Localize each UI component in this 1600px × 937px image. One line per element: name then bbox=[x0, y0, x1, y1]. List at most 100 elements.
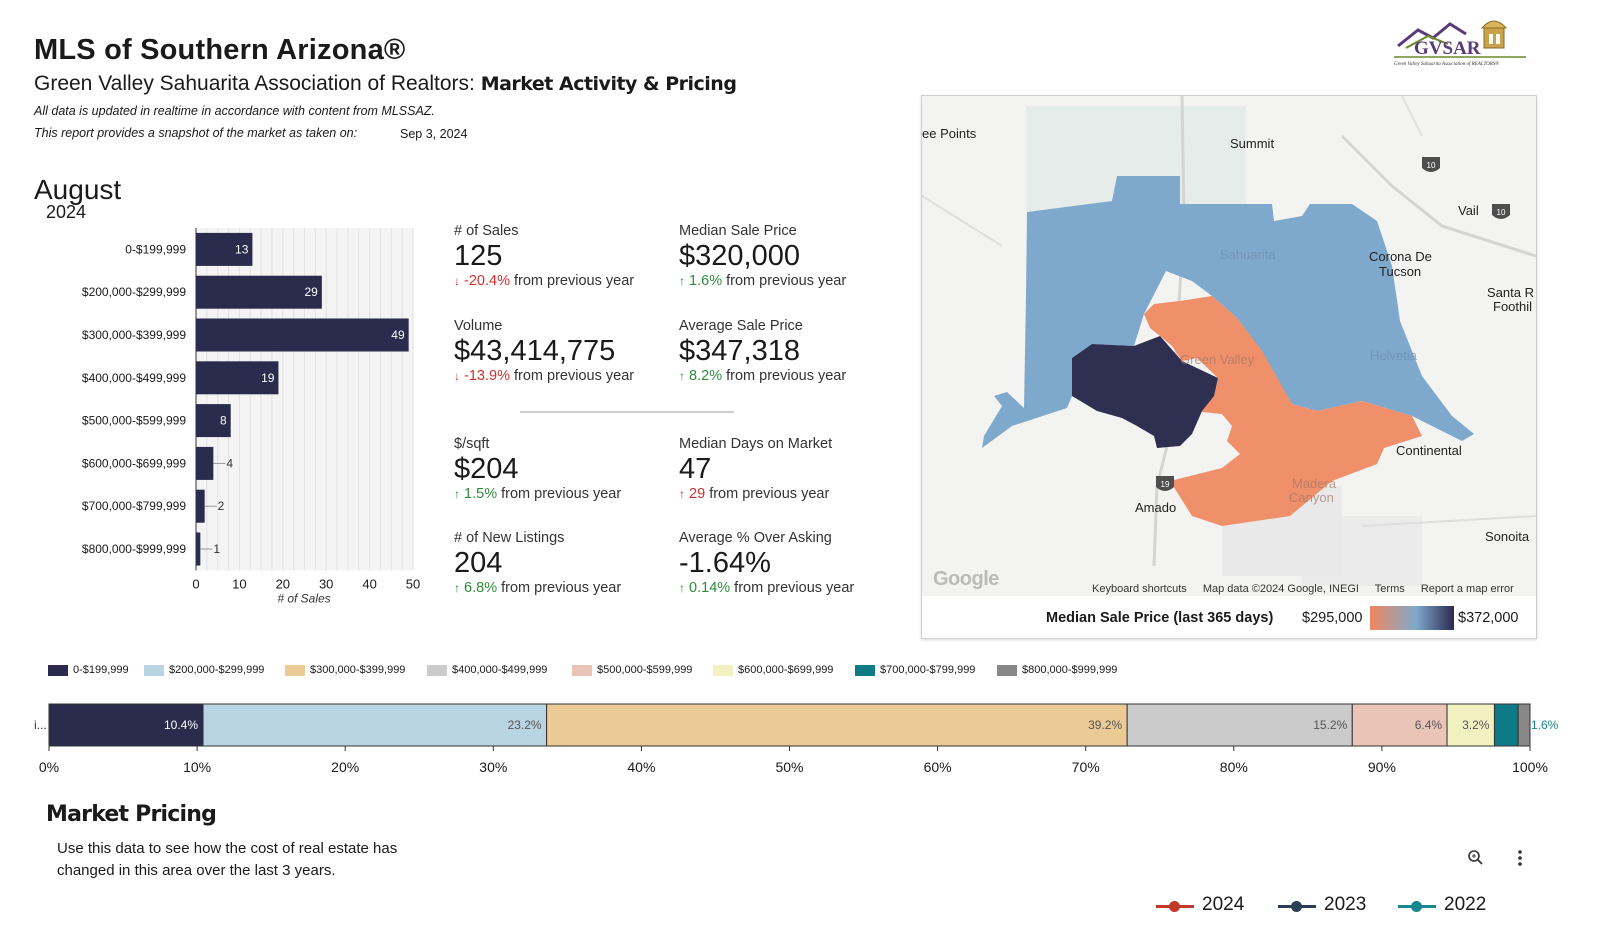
legend-swatch bbox=[144, 665, 164, 676]
bar-mark[interactable] bbox=[196, 318, 409, 352]
stat-change-value: -20.4% bbox=[464, 273, 510, 289]
stat-median-days-on-market: Median Days on Market 47 ↑ 29 from previ… bbox=[679, 436, 909, 502]
x-tick-label: 50% bbox=[775, 759, 803, 775]
zoom-icon[interactable] bbox=[1466, 848, 1486, 868]
stat-change-suffix: from previous year bbox=[722, 368, 847, 384]
keyboard-shortcuts-link[interactable]: Keyboard shortcuts bbox=[1092, 583, 1187, 595]
map-place-label: Summit bbox=[1230, 136, 1275, 151]
legend-label: $300,000-$399,999 bbox=[310, 664, 406, 676]
stack-segment[interactable] bbox=[1351, 703, 1448, 747]
svg-text:10: 10 bbox=[1497, 208, 1506, 217]
x-tick-label: 20% bbox=[331, 759, 359, 775]
stat-value: -1.64% bbox=[679, 547, 771, 579]
stat-change-value: 1.5% bbox=[464, 486, 498, 502]
bar-mark[interactable] bbox=[196, 232, 253, 266]
map-panel[interactable]: 10 10 19 ee Points Summit Vail Corona De… bbox=[921, 95, 1537, 639]
map-legend-gradient bbox=[1370, 606, 1454, 630]
legend-dot-icon bbox=[1291, 901, 1302, 912]
legend-dot-icon bbox=[1411, 901, 1422, 912]
gvsar-logo: GVSAR Green Valley Sahuarita Association… bbox=[1388, 16, 1528, 72]
legend-label: 2022 bbox=[1444, 894, 1487, 915]
stat-change-value: 6.8% bbox=[464, 580, 498, 596]
stat-num-sales: # of Sales 125 ↓ -20.4% from previous ye… bbox=[454, 223, 684, 289]
stat-label: # of Sales bbox=[454, 223, 519, 239]
subtitle-prefix: Green Valley Sahuarita Association of Re… bbox=[34, 72, 481, 95]
stat-change: ↓ -13.9% from previous year bbox=[454, 368, 684, 384]
map-place-label: Green Valley bbox=[1180, 352, 1255, 367]
year-legend: 2024 2023 2022 bbox=[1150, 892, 1600, 922]
x-tick-label: 70% bbox=[1072, 759, 1100, 775]
stat-value: $204 bbox=[454, 453, 519, 485]
stat-change-value: 8.2% bbox=[689, 368, 723, 384]
arrow-up-icon: ↑ bbox=[679, 581, 685, 595]
map-place-label: Helvetia bbox=[1370, 348, 1417, 363]
map-data-attribution: Map data ©2024 Google, INEGI bbox=[1202, 583, 1359, 595]
stack-segment[interactable] bbox=[202, 703, 548, 747]
stack-segment[interactable] bbox=[1517, 703, 1531, 747]
arrow-up-icon: ↑ bbox=[679, 487, 685, 501]
stat-label: $/sqft bbox=[454, 436, 490, 452]
arrow-up-icon: ↑ bbox=[679, 274, 685, 288]
legend-swatch bbox=[997, 665, 1017, 676]
map-place-label: Corona De bbox=[1369, 249, 1432, 264]
category-tick-label: $300,000-$399,999 bbox=[82, 328, 186, 342]
stat-change-value: -13.9% bbox=[464, 368, 510, 384]
market-pricing-description: Use this data to see how the cost of rea… bbox=[57, 840, 398, 879]
x-tick-label: 60% bbox=[924, 759, 952, 775]
map-place-label: Amado bbox=[1135, 500, 1177, 515]
stat-value: 125 bbox=[454, 240, 503, 272]
legend-swatch bbox=[855, 665, 875, 676]
stat-value: $43,414,775 bbox=[454, 335, 616, 367]
legend-swatch bbox=[427, 665, 447, 676]
snapshot-date: Sep 3, 2024 bbox=[400, 127, 468, 141]
bar-mark[interactable] bbox=[196, 404, 231, 438]
category-tick-label: $600,000-$699,999 bbox=[82, 456, 186, 470]
bar-data-label: 19 bbox=[261, 371, 275, 385]
stat-value: $347,318 bbox=[679, 335, 800, 367]
stat-label: # of New Listings bbox=[454, 530, 565, 546]
stack-segment[interactable] bbox=[546, 703, 1128, 747]
stat-change: ↑ 1.6% from previous year bbox=[679, 273, 909, 289]
bar-data-label: 4 bbox=[226, 456, 233, 470]
x-tick-label: 10% bbox=[183, 759, 211, 775]
segment-data-label: 39.2% bbox=[1088, 718, 1122, 732]
stat-value: 47 bbox=[679, 453, 712, 485]
stat-change: ↑ 6.8% from previous year bbox=[454, 580, 684, 596]
stat-change: ↑ 0.14% from previous year bbox=[679, 580, 909, 596]
bar-mark[interactable] bbox=[196, 361, 279, 395]
category-tick-label: $700,000-$799,999 bbox=[82, 499, 186, 513]
stat-new-listings: # of New Listings 204 ↑ 6.8% from previo… bbox=[454, 530, 684, 596]
stat-label: Average % Over Asking bbox=[679, 530, 832, 546]
stat-change: ↑ 1.5% from previous year bbox=[454, 486, 684, 502]
bar-mark[interactable] bbox=[196, 489, 205, 523]
segment-data-label: 6.4% bbox=[1415, 718, 1443, 732]
map-place-label: Tucson bbox=[1379, 264, 1422, 279]
arrow-up-icon: ↑ bbox=[679, 369, 685, 383]
stat-label: Volume bbox=[454, 318, 503, 334]
stack-segment[interactable] bbox=[1493, 703, 1519, 747]
sales-by-price-chart: 0-$199,999 13 $200,000-$299,999 29 $300,000-… bbox=[82, 228, 420, 605]
terms-link[interactable]: Terms bbox=[1374, 583, 1405, 595]
stat-change: ↑ 29 from previous year bbox=[679, 486, 909, 502]
x-tick-label: 100% bbox=[1512, 759, 1548, 775]
report-month: August bbox=[34, 174, 122, 205]
bar-mark[interactable] bbox=[196, 446, 214, 480]
report-map-error-link[interactable]: Report a map error bbox=[1420, 583, 1514, 595]
category-tick-label: $400,000-$499,999 bbox=[82, 371, 186, 385]
stat-value: $320,000 bbox=[679, 240, 800, 272]
stack-segment[interactable] bbox=[1446, 703, 1495, 747]
stats-divider bbox=[520, 411, 734, 413]
stat-change-suffix: from previous year bbox=[722, 273, 847, 289]
stat-change-suffix: from previous year bbox=[509, 273, 635, 289]
legend-label: $600,000-$699,999 bbox=[738, 664, 834, 676]
legend-label: $200,000-$299,999 bbox=[169, 664, 265, 676]
map-canvas[interactable]: 10 10 19 bbox=[922, 96, 1536, 596]
segment-data-label: 1.6% bbox=[1531, 718, 1559, 732]
bar-mark[interactable] bbox=[196, 532, 201, 566]
map-footer: Keyboard shortcuts Map data ©2024 Google… bbox=[1092, 583, 1527, 595]
more-vert-icon[interactable] bbox=[1510, 848, 1530, 868]
stat-price-per-sqft: $/sqft $204 ↑ 1.5% from previous year bbox=[454, 436, 684, 502]
map-place-label: Continental bbox=[1396, 443, 1462, 458]
bar-mark[interactable] bbox=[196, 275, 322, 309]
stat-change-suffix: from previous year bbox=[730, 580, 855, 596]
